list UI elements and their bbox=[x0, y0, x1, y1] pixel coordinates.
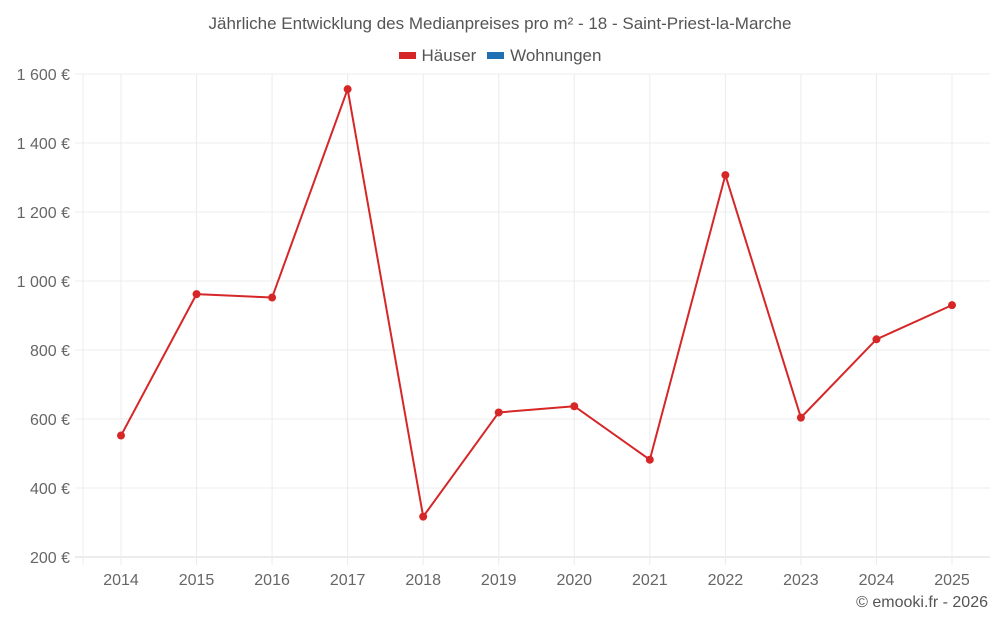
y-tick-label: 400 € bbox=[30, 481, 70, 498]
x-tick-label: 2020 bbox=[556, 572, 592, 589]
grid-lines bbox=[75, 73, 990, 565]
legend-swatch-houses-icon bbox=[398, 52, 416, 59]
x-tick-label: 2023 bbox=[783, 572, 819, 589]
data-point[interactable] bbox=[872, 335, 881, 344]
legend-label-apartments: Wohnungen bbox=[510, 45, 602, 65]
x-tick-label: 2015 bbox=[179, 572, 215, 589]
data-point[interactable] bbox=[645, 455, 654, 464]
x-tick-label: 2016 bbox=[254, 572, 290, 589]
legend-swatch-apartments-icon bbox=[487, 52, 505, 59]
data-point[interactable] bbox=[570, 402, 579, 411]
data-point[interactable] bbox=[721, 171, 730, 180]
data-point[interactable] bbox=[117, 431, 125, 440]
legend-item-apartments[interactable]: Wohnungen bbox=[487, 46, 601, 66]
x-tick-label: 2017 bbox=[330, 572, 366, 589]
data-point[interactable] bbox=[494, 408, 503, 417]
y-axis-labels: 200 € 400 € 600 € 800 € 1 000 € 1 200 € 1 400 … bbox=[17, 67, 70, 567]
copyright-credit: © emooki.fr - 2026 bbox=[856, 594, 988, 611]
series-line bbox=[120, 88, 953, 518]
x-axis-labels: 2014 2015 2016 2017 2018 2019 2020 2021 2022 2023… bbox=[103, 572, 970, 589]
data-point[interactable] bbox=[343, 85, 352, 94]
y-tick-label: 1 600 € bbox=[17, 67, 70, 84]
data-point[interactable] bbox=[948, 301, 956, 310]
data-point[interactable] bbox=[796, 413, 805, 422]
x-tick-label: 2019 bbox=[481, 572, 517, 589]
x-tick-label: 2025 bbox=[934, 572, 970, 589]
data-point[interactable] bbox=[419, 512, 428, 521]
x-tick-label: 2021 bbox=[632, 572, 668, 589]
data-point[interactable] bbox=[268, 293, 277, 302]
y-tick-label: 200 € bbox=[30, 550, 70, 567]
legend-label-houses: Häuser bbox=[421, 45, 477, 65]
legend: Häuser Wohnungen bbox=[0, 44, 1000, 66]
y-tick-label: 1 200 € bbox=[17, 205, 70, 222]
series-houses bbox=[117, 85, 956, 521]
y-tick-label: 1 400 € bbox=[17, 136, 70, 153]
y-tick-label: 600 € bbox=[30, 412, 70, 429]
x-tick-label: 2024 bbox=[859, 572, 895, 589]
x-tick-label: 2022 bbox=[708, 572, 744, 589]
legend-item-houses[interactable]: Häuser bbox=[398, 45, 477, 66]
chart-title: Jährliche Entwicklung des Medianpreises … bbox=[208, 14, 792, 33]
x-tick-label: 2018 bbox=[405, 572, 441, 589]
y-tick-label: 1 000 € bbox=[17, 274, 70, 291]
data-point[interactable] bbox=[192, 290, 201, 299]
y-tick-label: 800 € bbox=[30, 343, 70, 360]
x-tick-label: 2014 bbox=[103, 572, 139, 589]
